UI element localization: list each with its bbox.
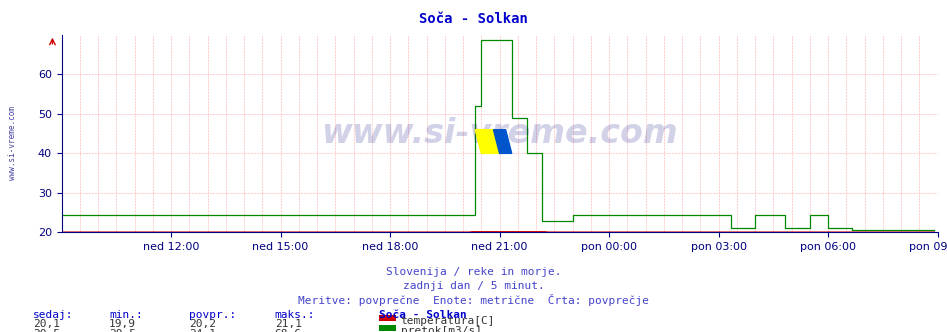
Text: min.:: min.: — [109, 310, 143, 320]
Text: povpr.:: povpr.: — [189, 310, 237, 320]
Text: temperatura[C]: temperatura[C] — [401, 316, 495, 326]
Text: maks.:: maks.: — [275, 310, 315, 320]
Text: Slovenija / reke in morje.: Slovenija / reke in morje. — [385, 267, 562, 277]
Text: 20,5: 20,5 — [109, 329, 136, 332]
Text: www.si-vreme.com: www.si-vreme.com — [321, 117, 678, 150]
Text: 20,1: 20,1 — [33, 319, 61, 329]
Text: zadnji dan / 5 minut.: zadnji dan / 5 minut. — [402, 281, 545, 290]
Text: 19,9: 19,9 — [109, 319, 136, 329]
Text: 21,1: 21,1 — [275, 319, 302, 329]
Text: 24,1: 24,1 — [189, 329, 217, 332]
Polygon shape — [475, 130, 500, 153]
Text: 68,6: 68,6 — [275, 329, 302, 332]
Text: pretok[m3/s]: pretok[m3/s] — [401, 326, 482, 332]
Text: Soča - Solkan: Soča - Solkan — [420, 12, 527, 26]
Text: Meritve: povprečne  Enote: metrične  Črta: povprečje: Meritve: povprečne Enote: metrične Črta:… — [298, 294, 649, 306]
Polygon shape — [493, 130, 511, 153]
Text: Soča - Solkan: Soča - Solkan — [379, 310, 467, 320]
Text: sedaj:: sedaj: — [33, 310, 74, 320]
Text: www.si-vreme.com: www.si-vreme.com — [8, 106, 17, 180]
Text: 20,2: 20,2 — [189, 319, 217, 329]
Text: 20,5: 20,5 — [33, 329, 61, 332]
